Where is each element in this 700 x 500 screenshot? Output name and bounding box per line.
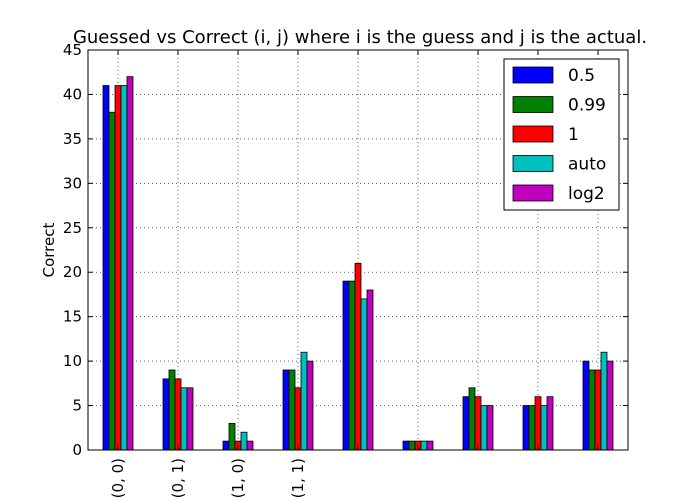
bar-log2-group-7 — [487, 406, 493, 450]
bar-0.5-(1, 0) — [223, 441, 229, 450]
bar-0.5-group-5 — [343, 281, 349, 450]
y-tick-label: 45 — [63, 41, 82, 59]
legend-swatch — [513, 185, 553, 201]
bar-0.5-group-6 — [403, 441, 409, 450]
bar-0.99-group-5 — [349, 281, 355, 450]
bar-auto-group-7 — [481, 406, 487, 450]
legend-label: 1 — [568, 125, 579, 145]
bar-0.99-group-7 — [469, 388, 475, 450]
bar-log2-group-9 — [607, 361, 613, 450]
bar-0.99-(1, 0) — [229, 423, 235, 450]
y-tick-label: 20 — [63, 263, 82, 281]
bar-1-group-7 — [475, 397, 481, 450]
bar-auto-(0, 1) — [181, 388, 187, 450]
bar-log2-(1, 1) — [307, 361, 313, 450]
bar-log2-(1, 0) — [247, 441, 253, 450]
bar-0.99-group-8 — [529, 406, 535, 450]
bar-0.5-group-8 — [523, 406, 529, 450]
legend-label: 0.99 — [568, 96, 606, 116]
bar-auto-group-5 — [361, 299, 367, 450]
legend-swatch — [513, 97, 553, 113]
legend-label: 0.5 — [568, 66, 595, 86]
bar-auto-(1, 0) — [241, 432, 247, 450]
bar-0.99-(1, 1) — [289, 370, 295, 450]
x-tick-label: (0, 0) — [109, 458, 127, 498]
bar-log2-(0, 1) — [187, 388, 193, 450]
bar-1-group-5 — [355, 263, 361, 450]
y-tick-label: 10 — [63, 352, 82, 370]
legend-label: log2 — [568, 184, 605, 204]
bar-0.5-(0, 0) — [103, 86, 109, 450]
bar-1-(1, 1) — [295, 388, 301, 450]
legend-swatch — [513, 156, 553, 172]
chart-title: Guessed vs Correct (i, j) where i is the… — [73, 27, 647, 48]
bar-0.99-(0, 0) — [109, 112, 115, 450]
bar-1-(0, 0) — [115, 86, 121, 450]
y-tick-label: 30 — [63, 174, 82, 192]
bar-log2-group-6 — [427, 441, 433, 450]
bar-log2-group-5 — [367, 290, 373, 450]
legend: 0.5 0.99 1 auto log2 — [504, 59, 619, 210]
y-tick-label: 35 — [63, 130, 82, 148]
bar-auto-group-6 — [421, 441, 427, 450]
legend-label: auto — [568, 155, 606, 175]
y-tick-label: 25 — [63, 219, 82, 237]
y-tick-label: 15 — [63, 308, 82, 326]
bar-log2-(0, 0) — [127, 77, 133, 450]
bar-0.5-group-9 — [583, 361, 589, 450]
legend-swatch — [513, 126, 553, 142]
x-tick-label: (0, 1) — [169, 458, 187, 498]
x-tick-label: (1, 1) — [289, 458, 307, 498]
bar-auto-group-8 — [541, 406, 547, 450]
y-tick-label: 0 — [72, 441, 82, 459]
bar-0.99-(0, 1) — [169, 370, 175, 450]
bar-0.5-group-7 — [463, 397, 469, 450]
y-axis-label: Correct — [40, 223, 58, 278]
bar-1-group-9 — [595, 370, 601, 450]
legend-swatch — [513, 67, 553, 83]
bar-1-group-8 — [535, 397, 541, 450]
bar-0.5-(0, 1) — [163, 379, 169, 450]
bar-0.99-group-6 — [409, 441, 415, 450]
bar-0.99-group-9 — [589, 370, 595, 450]
bar-auto-(1, 1) — [301, 352, 307, 450]
bar-log2-group-8 — [547, 397, 553, 450]
bar-auto-group-9 — [601, 352, 607, 450]
y-tick-label: 40 — [63, 85, 82, 103]
y-tick-label: 5 — [72, 397, 82, 415]
bar-0.5-(1, 1) — [283, 370, 289, 450]
bar-auto-(0, 0) — [121, 86, 127, 450]
x-tick-label: (1, 0) — [229, 458, 247, 498]
bar-1-(0, 1) — [175, 379, 181, 450]
